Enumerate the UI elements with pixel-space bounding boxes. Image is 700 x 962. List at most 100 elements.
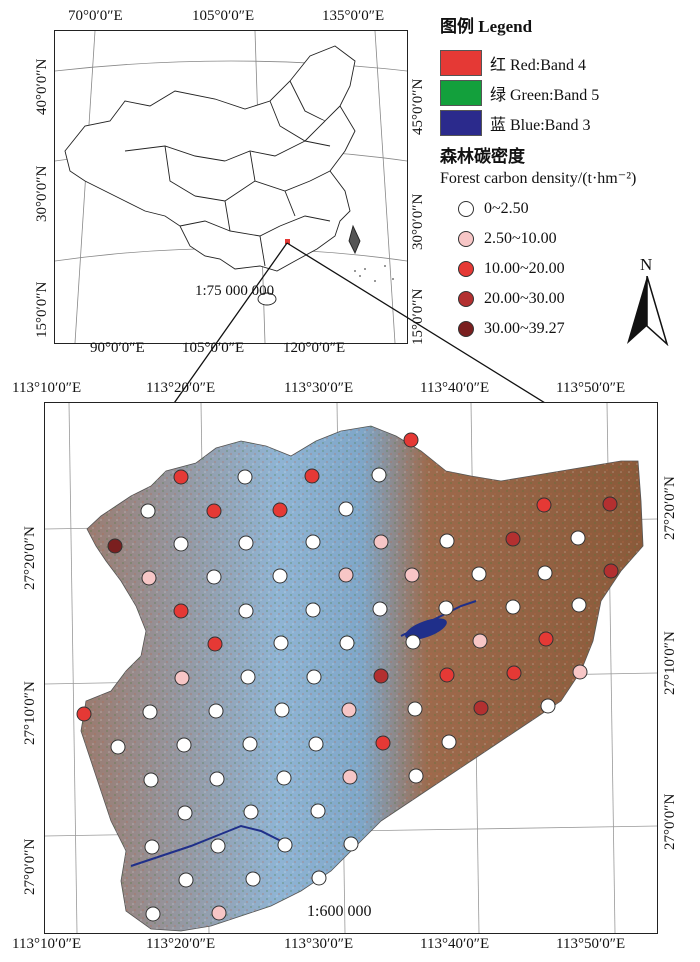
- sample-point-30: [305, 602, 321, 618]
- main-top-label-2: 113°20′0″E: [146, 380, 216, 396]
- sample-point-76: [311, 870, 327, 886]
- legend-band-green: 绿 Green:Band 5: [440, 80, 599, 106]
- density-title-cn: 森林碳密度: [440, 147, 525, 166]
- sample-point-50: [208, 703, 224, 719]
- main-right-label-3: 27°0′0″N: [662, 793, 678, 850]
- sample-point-4: [237, 469, 253, 485]
- inset-bottom-label-3: 120°0′0″E: [283, 340, 346, 356]
- sample-point-54: [473, 700, 489, 716]
- sample-points-layer: [76, 432, 619, 922]
- sample-point-61: [441, 734, 457, 750]
- main-map: 1:600 000: [44, 402, 658, 934]
- sample-point-29: [238, 603, 254, 619]
- sample-point-33: [505, 599, 521, 615]
- sample-point-71: [210, 838, 226, 854]
- sample-point-24: [404, 567, 420, 583]
- sample-point-49: [142, 704, 158, 720]
- density-class-2: 2.50~10.00: [458, 230, 557, 248]
- inset-top-label-3: 135°0′0″E: [322, 8, 385, 24]
- main-left-label-2: 27°10′0″N: [22, 681, 38, 745]
- sample-point-45: [439, 667, 455, 683]
- legend-title: 图例 Legend: [440, 17, 533, 36]
- green-band-swatch: [440, 80, 482, 106]
- sample-point-66: [408, 768, 424, 784]
- sample-point-43: [306, 669, 322, 685]
- north-arrow-icon: [627, 276, 669, 346]
- main-bottom-label-2: 113°20′0″E: [146, 936, 216, 952]
- green-band-label: 绿 Green:Band 5: [490, 87, 600, 104]
- sample-point-25: [471, 566, 487, 582]
- sample-point-52: [341, 702, 357, 718]
- inset-map: 1:75 000 000: [54, 30, 408, 344]
- sample-point-58: [242, 736, 258, 752]
- sample-point-47: [572, 664, 588, 680]
- sample-point-62: [143, 772, 159, 788]
- study-area-marker: [285, 239, 290, 244]
- density-label-5: 30.00~39.27: [484, 320, 565, 337]
- sample-point-67: [177, 805, 193, 821]
- sample-point-20: [141, 570, 157, 586]
- sample-point-56: [110, 739, 126, 755]
- sample-point-7: [338, 501, 354, 517]
- sample-point-57: [176, 737, 192, 753]
- main-top-label-5: 113°50′0″E: [556, 380, 626, 396]
- density-title-en: Forest carbon density/(t·hm⁻²): [440, 170, 637, 187]
- sample-point-39: [472, 633, 488, 649]
- sample-point-40: [538, 631, 554, 647]
- sample-point-3: [206, 503, 222, 519]
- sample-point-31: [372, 601, 388, 617]
- sample-point-14: [373, 534, 389, 550]
- main-bottom-label-1: 113°10′0″E: [12, 936, 82, 952]
- sample-point-9: [403, 432, 419, 448]
- main-scale-label: 1:600 000: [307, 903, 372, 920]
- sample-point-63: [209, 771, 225, 787]
- main-top-label-3: 113°30′0″E: [284, 380, 354, 396]
- density-dot-4: [458, 291, 474, 307]
- red-band-swatch: [440, 50, 482, 76]
- sample-point-59: [308, 736, 324, 752]
- sample-point-75: [245, 871, 261, 887]
- sample-point-5: [272, 502, 288, 518]
- sample-point-13: [305, 534, 321, 550]
- sample-point-70: [144, 839, 160, 855]
- sample-point-17: [570, 530, 586, 546]
- sample-point-64: [276, 770, 292, 786]
- sample-point-60: [375, 735, 391, 751]
- sample-point-73: [343, 836, 359, 852]
- sample-point-12: [238, 535, 254, 551]
- sample-point-55: [540, 698, 556, 714]
- sample-point-11: [173, 536, 189, 552]
- density-label-4: 20.00~30.00: [484, 290, 565, 307]
- sample-point-6: [304, 468, 320, 484]
- density-class-1: 0~2.50: [458, 200, 529, 218]
- legend-band-blue: 蓝 Blue:Band 3: [440, 110, 590, 136]
- sample-point-74: [178, 872, 194, 888]
- sample-point-46: [506, 665, 522, 681]
- sample-point-22: [272, 568, 288, 584]
- sample-point-19: [602, 496, 618, 512]
- sample-point-69: [310, 803, 326, 819]
- sample-point-34: [571, 597, 587, 613]
- sample-point-38: [405, 634, 421, 650]
- main-left-label-1: 27°20′0″N: [22, 526, 38, 590]
- legend-band-red: 红 Red:Band 4: [440, 50, 586, 76]
- red-band-label: 红 Red:Band 4: [490, 57, 586, 74]
- sample-point-26: [537, 565, 553, 581]
- density-label-1: 0~2.50: [484, 200, 529, 217]
- sample-point-44: [373, 668, 389, 684]
- main-right-label-1: 27°20′0″N: [662, 476, 678, 540]
- sample-point-42: [240, 669, 256, 685]
- sample-point-2: [173, 469, 189, 485]
- sample-point-51: [274, 702, 290, 718]
- blue-band-label: 蓝 Blue:Band 3: [490, 117, 591, 134]
- density-dot-2: [458, 231, 474, 247]
- sample-point-18: [536, 497, 552, 513]
- sample-point-1: [140, 503, 156, 519]
- sample-point-37: [339, 635, 355, 651]
- density-label-2: 2.50~10.00: [484, 230, 557, 247]
- sample-point-35: [207, 636, 223, 652]
- sample-point-8: [371, 467, 387, 483]
- density-dot-3: [458, 261, 474, 277]
- sample-point-16: [505, 531, 521, 547]
- inset-bottom-label-1: 90°0′0″E: [90, 340, 145, 356]
